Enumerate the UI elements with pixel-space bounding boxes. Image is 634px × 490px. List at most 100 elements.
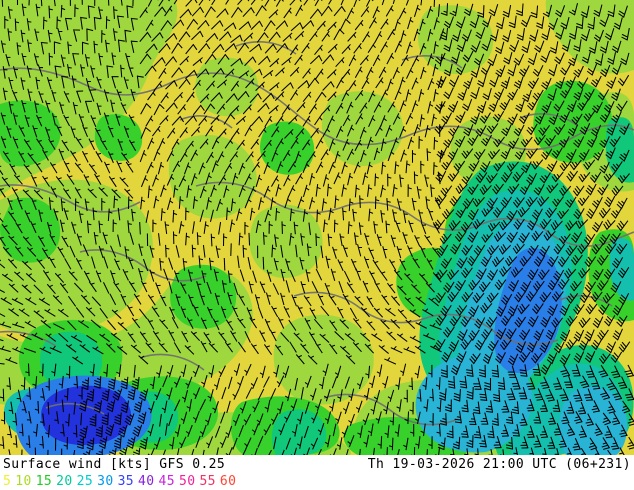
wind-barb xyxy=(381,0,385,6)
wind-barb xyxy=(320,245,324,259)
wind-barb xyxy=(550,220,563,231)
wind-barb xyxy=(374,281,382,293)
wind-barb xyxy=(149,376,156,390)
wind-barb xyxy=(263,185,271,198)
wind-barb xyxy=(290,137,299,149)
wind-barb xyxy=(185,232,190,246)
wind-barb xyxy=(532,280,545,292)
wind-barb xyxy=(380,184,386,198)
wind-barb xyxy=(363,434,370,448)
wind-barb xyxy=(200,317,208,330)
wind-barb xyxy=(138,268,144,281)
wind-barb xyxy=(117,321,128,332)
wind-barb xyxy=(441,350,453,363)
wind-barb xyxy=(273,436,277,450)
wind-barb xyxy=(507,304,519,317)
wind-barb xyxy=(536,16,545,29)
wind-barb xyxy=(314,91,327,103)
wind-barb xyxy=(583,159,596,171)
wind-barb xyxy=(443,39,453,52)
wind-barb xyxy=(553,243,566,255)
wind-barb xyxy=(153,195,160,209)
wind-barb xyxy=(418,89,425,102)
wind-barb xyxy=(212,318,220,331)
wind-barb xyxy=(427,28,434,42)
footer-legend-row: 5 10 15 20 25 30 35 40 45 50 55 60 xyxy=(0,474,634,489)
wind-barb xyxy=(22,236,32,247)
wind-barb xyxy=(385,220,390,234)
wind-barb xyxy=(601,437,611,450)
wind-barb xyxy=(114,412,122,426)
wind-barb xyxy=(114,436,122,449)
wind-barb xyxy=(81,41,89,55)
wind-barb xyxy=(316,20,326,31)
wind-barb xyxy=(192,104,205,116)
wind-barb xyxy=(440,27,449,41)
wind-barb xyxy=(304,401,310,414)
wind-barb xyxy=(40,41,48,55)
wind-barb xyxy=(430,344,442,353)
wind-barb xyxy=(552,196,564,208)
wind-barb xyxy=(225,447,233,455)
wind-barb xyxy=(181,330,189,343)
wind-barb xyxy=(237,255,240,269)
wind-barb xyxy=(151,32,164,42)
wind-barb xyxy=(526,218,538,231)
wind-barb xyxy=(391,295,401,306)
wind-barb xyxy=(590,291,603,303)
wind-speed-map[interactable] xyxy=(0,0,634,455)
wind-barb xyxy=(607,4,616,18)
wind-barb xyxy=(322,363,329,377)
wind-barb xyxy=(159,294,167,307)
colorbar-tick-50: 50 xyxy=(178,474,196,489)
wind-barb xyxy=(505,328,517,340)
wind-barb xyxy=(501,124,512,137)
wind-barb xyxy=(107,125,114,138)
wind-barb xyxy=(551,291,564,302)
wind-barb xyxy=(434,197,441,210)
wind-barb xyxy=(54,411,59,424)
wind-barb xyxy=(304,375,312,388)
map-canvas[interactable] xyxy=(0,0,634,455)
wind-barb xyxy=(439,149,445,163)
wind-barb xyxy=(171,67,184,78)
wind-barb xyxy=(107,208,113,222)
wind-barb xyxy=(546,352,558,365)
wind-barb xyxy=(283,7,292,19)
wind-barb xyxy=(165,80,178,90)
wind-barb xyxy=(191,448,195,455)
wind-barb xyxy=(55,389,58,402)
wind-barb xyxy=(268,449,272,455)
wind-barb xyxy=(606,76,617,89)
wind-barb xyxy=(474,338,486,351)
wind-barb xyxy=(203,221,209,234)
wind-barb xyxy=(545,388,555,402)
wind-speed-colorbar[interactable]: 5 10 15 20 25 30 35 40 45 50 55 60 xyxy=(3,474,240,489)
wind-barb xyxy=(450,363,462,376)
wind-barb xyxy=(326,69,337,79)
wind-barb xyxy=(66,64,72,77)
wind-barb xyxy=(520,15,531,28)
wind-barb xyxy=(24,114,30,128)
wind-barb xyxy=(580,28,591,42)
wind-barb xyxy=(213,268,219,282)
wind-barb xyxy=(201,375,208,388)
wind-barb xyxy=(448,220,461,231)
wind-barb xyxy=(320,305,330,317)
wind-barb xyxy=(360,307,370,318)
wind-barb xyxy=(145,342,155,353)
wind-barb xyxy=(160,184,167,197)
wind-barb xyxy=(520,161,532,174)
wind-barb xyxy=(573,329,585,342)
wind-barb xyxy=(271,149,279,162)
wind-barb xyxy=(592,268,604,281)
wind-barb xyxy=(411,77,419,90)
wind-barb xyxy=(211,137,220,150)
wind-barb xyxy=(31,332,44,341)
wind-barb xyxy=(512,424,520,437)
wind-barb xyxy=(569,159,582,171)
wind-barb xyxy=(262,232,268,245)
wind-barb xyxy=(334,331,345,341)
wind-barb xyxy=(604,425,613,439)
wind-barb xyxy=(571,364,581,377)
